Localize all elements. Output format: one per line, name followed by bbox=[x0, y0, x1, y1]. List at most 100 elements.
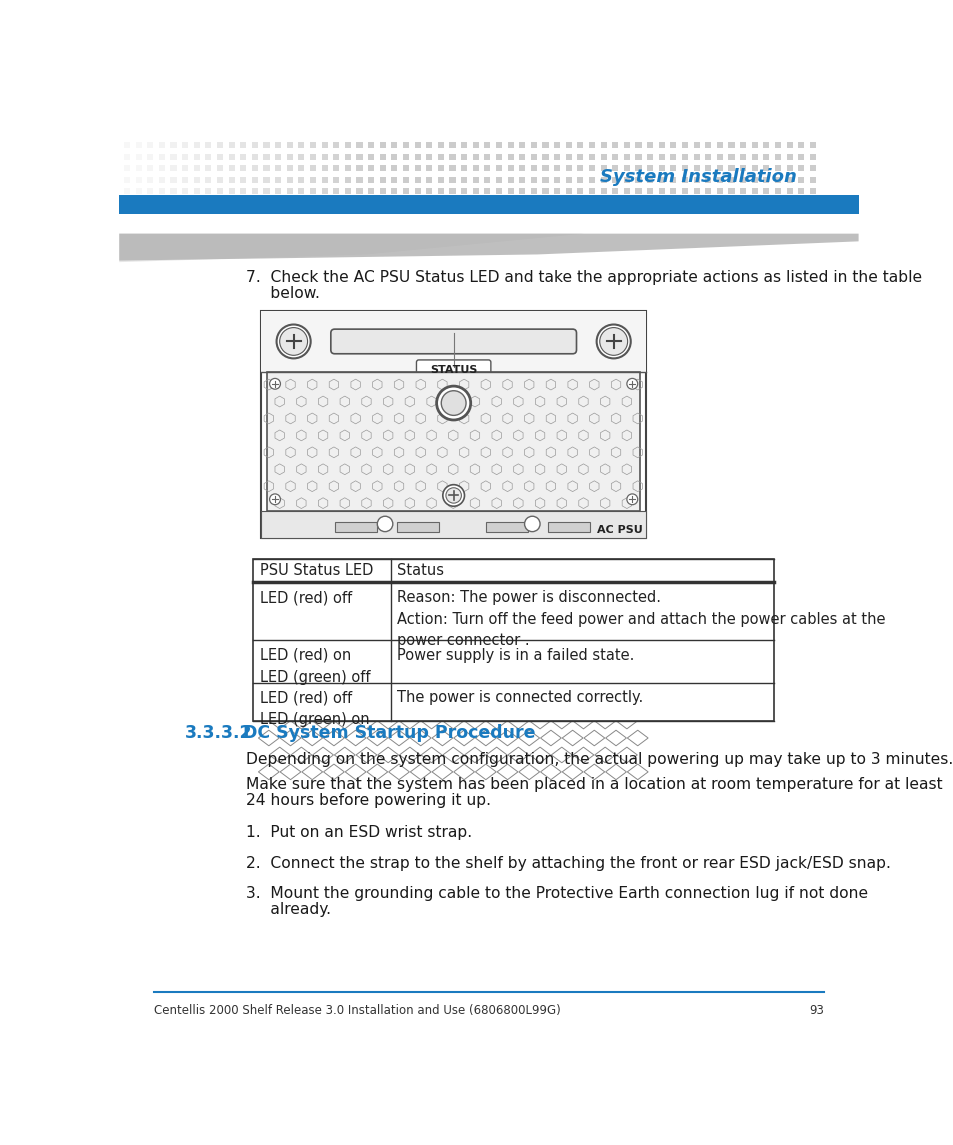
Bar bbox=[599, 165, 606, 172]
Bar bbox=[681, 142, 687, 148]
Bar bbox=[472, 142, 478, 148]
Bar bbox=[415, 153, 420, 160]
Bar bbox=[182, 188, 188, 195]
Bar bbox=[147, 176, 153, 183]
Bar bbox=[298, 176, 304, 183]
Circle shape bbox=[599, 327, 627, 355]
Bar bbox=[252, 153, 257, 160]
Bar bbox=[274, 199, 281, 206]
Bar bbox=[577, 199, 583, 206]
Bar bbox=[577, 165, 583, 172]
Bar bbox=[635, 188, 641, 195]
Bar bbox=[751, 188, 757, 195]
Bar bbox=[229, 188, 234, 195]
Bar bbox=[182, 165, 188, 172]
Bar bbox=[321, 199, 328, 206]
Bar bbox=[547, 522, 590, 531]
Bar bbox=[798, 165, 803, 172]
Bar bbox=[530, 142, 537, 148]
Bar bbox=[379, 142, 385, 148]
Bar bbox=[740, 188, 745, 195]
Bar bbox=[460, 176, 467, 183]
Bar bbox=[565, 165, 571, 172]
Bar bbox=[344, 142, 351, 148]
Bar bbox=[774, 188, 781, 195]
Bar bbox=[542, 153, 548, 160]
Circle shape bbox=[270, 493, 280, 505]
Bar bbox=[774, 153, 781, 160]
Bar bbox=[681, 165, 687, 172]
Bar bbox=[437, 165, 443, 172]
Bar bbox=[635, 199, 641, 206]
Bar bbox=[147, 142, 153, 148]
Bar bbox=[205, 165, 212, 172]
Bar bbox=[762, 176, 769, 183]
Bar bbox=[344, 188, 351, 195]
Bar bbox=[728, 188, 734, 195]
Bar bbox=[216, 165, 223, 172]
Bar bbox=[518, 153, 525, 160]
Bar bbox=[588, 176, 595, 183]
Bar bbox=[147, 153, 153, 160]
Bar bbox=[274, 188, 281, 195]
Bar bbox=[135, 142, 142, 148]
Circle shape bbox=[270, 378, 280, 389]
Bar bbox=[321, 188, 328, 195]
Circle shape bbox=[596, 324, 630, 358]
Bar bbox=[670, 142, 676, 148]
Circle shape bbox=[442, 484, 464, 506]
Bar bbox=[554, 176, 559, 183]
Bar bbox=[658, 176, 664, 183]
Bar bbox=[274, 165, 281, 172]
Bar bbox=[518, 199, 525, 206]
Bar bbox=[171, 165, 176, 172]
Bar bbox=[635, 165, 641, 172]
Bar bbox=[599, 176, 606, 183]
Bar bbox=[261, 511, 645, 538]
Bar bbox=[263, 176, 270, 183]
Bar bbox=[762, 142, 769, 148]
Bar bbox=[670, 165, 676, 172]
Bar bbox=[518, 142, 525, 148]
Bar bbox=[193, 153, 199, 160]
Bar bbox=[286, 142, 293, 148]
Bar bbox=[658, 165, 664, 172]
Text: Make sure that the system has been placed in a location at room temperature for : Make sure that the system has been place… bbox=[245, 776, 942, 791]
Bar bbox=[785, 199, 792, 206]
Bar bbox=[646, 188, 653, 195]
Bar bbox=[321, 176, 328, 183]
Bar bbox=[774, 176, 781, 183]
Circle shape bbox=[436, 386, 470, 420]
Bar bbox=[274, 153, 281, 160]
Bar bbox=[658, 188, 664, 195]
Bar bbox=[274, 142, 281, 148]
Bar bbox=[356, 142, 362, 148]
Bar bbox=[216, 188, 223, 195]
Bar bbox=[171, 142, 176, 148]
Bar bbox=[310, 153, 315, 160]
Bar bbox=[415, 142, 420, 148]
Bar bbox=[253, 560, 773, 721]
Bar bbox=[565, 142, 571, 148]
Bar bbox=[518, 165, 525, 172]
Bar bbox=[229, 176, 234, 183]
Bar bbox=[379, 199, 385, 206]
Bar bbox=[356, 199, 362, 206]
Bar bbox=[391, 188, 397, 195]
Bar bbox=[599, 188, 606, 195]
Bar bbox=[496, 142, 501, 148]
Bar bbox=[751, 165, 757, 172]
Bar bbox=[298, 142, 304, 148]
Bar bbox=[507, 188, 513, 195]
Bar bbox=[496, 199, 501, 206]
Bar bbox=[216, 142, 223, 148]
Bar bbox=[267, 372, 639, 511]
Bar bbox=[263, 188, 270, 195]
Bar bbox=[484, 176, 490, 183]
Bar bbox=[171, 199, 176, 206]
Bar bbox=[646, 176, 653, 183]
Bar bbox=[588, 142, 595, 148]
Bar bbox=[437, 188, 443, 195]
Bar bbox=[158, 176, 165, 183]
Bar bbox=[809, 142, 815, 148]
